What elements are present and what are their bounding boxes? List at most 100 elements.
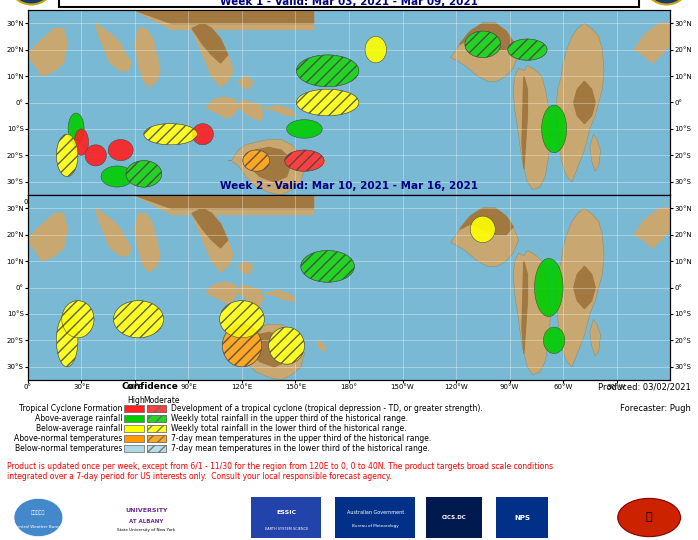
Ellipse shape bbox=[220, 301, 265, 338]
Ellipse shape bbox=[618, 498, 681, 537]
Ellipse shape bbox=[507, 39, 547, 60]
Text: Confidence: Confidence bbox=[121, 382, 179, 392]
Polygon shape bbox=[135, 195, 313, 213]
Polygon shape bbox=[135, 195, 313, 208]
Ellipse shape bbox=[85, 145, 106, 166]
Ellipse shape bbox=[365, 36, 387, 63]
Text: Product is updated once per week, except from 6/1 - 11/30 for the region from 12: Product is updated once per week, except… bbox=[7, 462, 553, 481]
Text: 🌀: 🌀 bbox=[646, 512, 653, 523]
Text: NPS: NPS bbox=[514, 515, 530, 521]
Ellipse shape bbox=[57, 314, 78, 367]
Polygon shape bbox=[246, 333, 292, 367]
Polygon shape bbox=[96, 208, 131, 256]
Ellipse shape bbox=[126, 160, 162, 187]
Polygon shape bbox=[590, 319, 600, 356]
Polygon shape bbox=[207, 97, 239, 118]
Polygon shape bbox=[260, 10, 271, 23]
Text: Weekly total rainfall in the lower third of the historical range.: Weekly total rainfall in the lower third… bbox=[171, 424, 406, 433]
Polygon shape bbox=[634, 208, 670, 248]
Polygon shape bbox=[556, 23, 604, 182]
FancyBboxPatch shape bbox=[124, 405, 144, 412]
FancyBboxPatch shape bbox=[147, 444, 166, 451]
Polygon shape bbox=[192, 208, 233, 272]
Polygon shape bbox=[192, 23, 228, 63]
Ellipse shape bbox=[297, 89, 359, 116]
Ellipse shape bbox=[644, 0, 689, 4]
Ellipse shape bbox=[285, 150, 324, 171]
Text: Central Weather Bureau: Central Weather Bureau bbox=[13, 525, 64, 529]
Polygon shape bbox=[28, 213, 67, 261]
Text: State University of New York: State University of New York bbox=[117, 528, 176, 532]
Ellipse shape bbox=[57, 134, 78, 177]
Polygon shape bbox=[451, 208, 519, 266]
Polygon shape bbox=[522, 76, 528, 168]
Polygon shape bbox=[574, 266, 595, 309]
FancyBboxPatch shape bbox=[59, 0, 639, 7]
Ellipse shape bbox=[8, 0, 54, 4]
Text: CICS.DC: CICS.DC bbox=[441, 515, 466, 520]
Polygon shape bbox=[239, 261, 253, 274]
FancyBboxPatch shape bbox=[147, 405, 166, 412]
Text: Bureau of Meteorology: Bureau of Meteorology bbox=[352, 524, 399, 529]
Text: Forecaster: Pugh: Forecaster: Pugh bbox=[620, 404, 691, 413]
FancyBboxPatch shape bbox=[147, 415, 166, 422]
Text: Development of a tropical cyclone (tropical depression - TD, or greater strength: Development of a tropical cyclone (tropi… bbox=[171, 404, 483, 413]
Text: 7-day mean temperatures in the upper third of the historical range.: 7-day mean temperatures in the upper thi… bbox=[171, 434, 431, 443]
Ellipse shape bbox=[465, 31, 500, 58]
FancyBboxPatch shape bbox=[147, 415, 166, 422]
Text: Produced: 03/02/2021: Produced: 03/02/2021 bbox=[598, 382, 691, 392]
Text: ESSIC: ESSIC bbox=[276, 510, 296, 516]
Ellipse shape bbox=[535, 259, 563, 316]
Ellipse shape bbox=[297, 55, 359, 86]
Polygon shape bbox=[574, 82, 595, 124]
Polygon shape bbox=[459, 23, 513, 50]
Text: Week 1 - Valid: Mar 03, 2021 - Mar 09, 2021: Week 1 - Valid: Mar 03, 2021 - Mar 09, 2… bbox=[220, 0, 478, 6]
Polygon shape bbox=[246, 147, 292, 182]
Ellipse shape bbox=[62, 301, 94, 338]
FancyBboxPatch shape bbox=[335, 497, 415, 538]
Text: 中央氣象局: 中央氣象局 bbox=[31, 510, 45, 515]
Polygon shape bbox=[263, 290, 295, 301]
Polygon shape bbox=[192, 208, 228, 248]
FancyBboxPatch shape bbox=[147, 435, 166, 442]
FancyBboxPatch shape bbox=[496, 497, 548, 538]
Polygon shape bbox=[28, 29, 67, 76]
FancyBboxPatch shape bbox=[147, 405, 166, 412]
Ellipse shape bbox=[243, 150, 269, 171]
FancyBboxPatch shape bbox=[124, 425, 144, 431]
FancyBboxPatch shape bbox=[147, 425, 166, 431]
Polygon shape bbox=[135, 10, 313, 23]
Ellipse shape bbox=[301, 251, 355, 282]
Text: Week 2 - Valid: Mar 10, 2021 - Mar 16, 2021: Week 2 - Valid: Mar 10, 2021 - Mar 16, 2… bbox=[220, 181, 478, 191]
Ellipse shape bbox=[57, 134, 78, 177]
Ellipse shape bbox=[108, 139, 133, 160]
Polygon shape bbox=[207, 282, 239, 303]
FancyBboxPatch shape bbox=[124, 444, 144, 451]
Polygon shape bbox=[263, 105, 295, 116]
Ellipse shape bbox=[507, 39, 547, 60]
FancyBboxPatch shape bbox=[124, 435, 144, 442]
Polygon shape bbox=[634, 23, 670, 63]
Ellipse shape bbox=[285, 150, 324, 171]
Polygon shape bbox=[513, 251, 551, 375]
Polygon shape bbox=[319, 156, 326, 166]
Polygon shape bbox=[556, 208, 604, 367]
Text: Above-normal temperatures: Above-normal temperatures bbox=[14, 434, 122, 443]
Text: 7-day mean temperatures in the lower third of the historical range.: 7-day mean temperatures in the lower thi… bbox=[171, 443, 430, 453]
Polygon shape bbox=[451, 23, 519, 82]
Text: Moderate: Moderate bbox=[144, 396, 180, 405]
FancyBboxPatch shape bbox=[426, 497, 482, 538]
Polygon shape bbox=[522, 261, 528, 354]
Polygon shape bbox=[135, 29, 160, 86]
FancyBboxPatch shape bbox=[147, 444, 166, 451]
Polygon shape bbox=[228, 139, 304, 195]
FancyBboxPatch shape bbox=[147, 425, 166, 431]
Ellipse shape bbox=[68, 113, 84, 145]
Text: Weekly total rainfall in the upper third of the historical range.: Weekly total rainfall in the upper third… bbox=[171, 414, 408, 423]
Ellipse shape bbox=[301, 251, 355, 282]
Ellipse shape bbox=[297, 89, 359, 116]
Ellipse shape bbox=[114, 301, 163, 338]
Polygon shape bbox=[239, 76, 253, 89]
Ellipse shape bbox=[297, 55, 359, 86]
Text: AT ALBANY: AT ALBANY bbox=[129, 518, 164, 524]
